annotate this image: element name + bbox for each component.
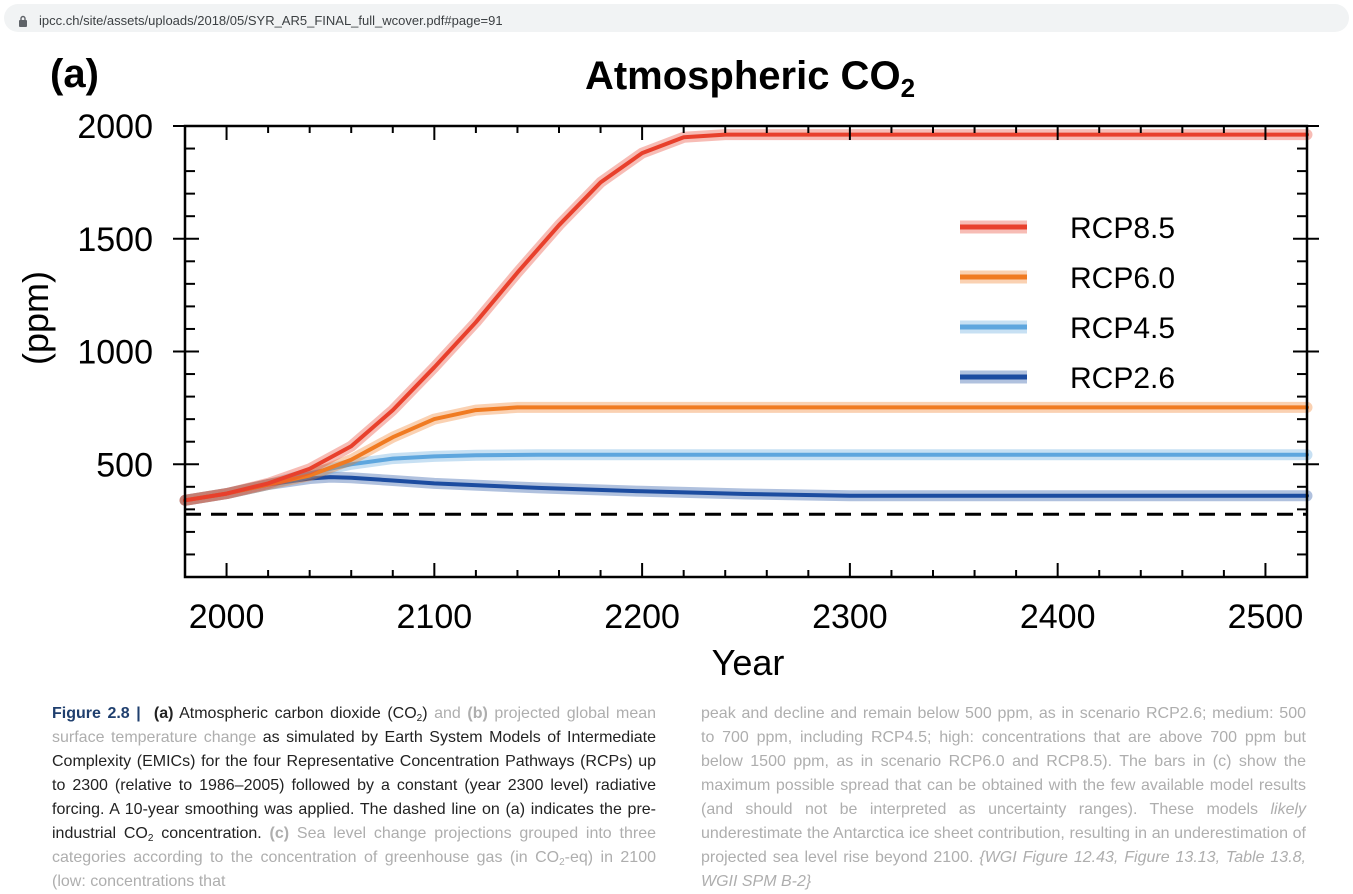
x-tick-label: 2300 bbox=[812, 598, 888, 636]
y-tick-label: 2000 bbox=[77, 108, 153, 146]
chart-title-subscript: 2 bbox=[900, 73, 916, 103]
caption-text-faded: peak and decline and remain below 500 pp… bbox=[701, 705, 1306, 818]
y-tick-label: 1000 bbox=[77, 334, 153, 372]
browser-address-bar: ipcc.ch/site/assets/uploads/2018/05/SYR_… bbox=[0, 0, 1353, 36]
labels-layer: 2000 2100 2200 2300 2400 2500 500 1000 1500 2000 bbox=[77, 108, 1303, 636]
legend-label-rcp60: RCP6.0 bbox=[1070, 262, 1175, 295]
legend-label-rcp26: RCP2.6 bbox=[1070, 362, 1175, 395]
panel-label: (a) bbox=[50, 52, 99, 96]
ticks-layer bbox=[173, 125, 1319, 577]
x-axis-label: Year bbox=[712, 642, 785, 683]
chart-title: Atmospheric CO2 bbox=[520, 54, 980, 104]
series-line-rcp85 bbox=[183, 132, 1309, 503]
caption-text: Atmospheric carbon dioxide (CO bbox=[179, 705, 417, 722]
chart-title-text: Atmospheric CO bbox=[584, 54, 901, 98]
x-tick-label: 2400 bbox=[1020, 598, 1096, 636]
caption-text-faded: and bbox=[434, 705, 461, 722]
caption-subscript: 2 bbox=[416, 713, 423, 724]
caption-text-faded: underestimate the Antarctica ice sheet c… bbox=[701, 825, 1306, 866]
series-layer bbox=[179, 129, 1313, 506]
x-tick-label: 2500 bbox=[1228, 598, 1304, 636]
y-tick-label: 500 bbox=[96, 446, 153, 484]
y-axis-label: (ppm) bbox=[15, 271, 56, 365]
url-text[interactable]: ipcc.ch/site/assets/uploads/2018/05/SYR_… bbox=[39, 13, 503, 28]
caption-likely: likely bbox=[1270, 801, 1307, 818]
caption-left-column: Figure 2.8 | (a) Atmospheric carbon diox… bbox=[52, 702, 656, 894]
legend-label-rcp85: RCP8.5 bbox=[1070, 212, 1175, 245]
caption-text-faded: projected global mean surface temperatur… bbox=[52, 705, 657, 746]
caption-right-column: peak and decline and remain below 500 pp… bbox=[701, 702, 1306, 894]
legend-label-rcp45: RCP4.5 bbox=[1070, 312, 1175, 345]
caption-text-faded: Sea level change projections grouped int… bbox=[52, 825, 656, 866]
caption-c-label: (c) bbox=[269, 825, 290, 842]
caption-text: concentration. bbox=[161, 825, 262, 842]
x-tick-label: 2100 bbox=[397, 598, 473, 636]
url-field[interactable]: ipcc.ch/site/assets/uploads/2018/05/SYR_… bbox=[4, 4, 1349, 32]
legend: RCP8.5 RCP6.0 RCP4.5 RCP2.6 bbox=[960, 212, 1175, 395]
caption-b-label: (b) bbox=[467, 705, 488, 722]
figure-label: Figure 2.8 | bbox=[52, 705, 141, 722]
y-tick-label: 1500 bbox=[77, 221, 153, 259]
x-tick-label: 2200 bbox=[604, 598, 680, 636]
caption-subscript: 2 bbox=[147, 833, 154, 844]
lock-icon bbox=[19, 15, 27, 27]
caption-text: ) bbox=[422, 705, 428, 722]
co2-chart: 2000 2100 2200 2300 2400 2500 500 1000 15002000 … bbox=[15, 108, 1319, 683]
plot-frame bbox=[183, 124, 1309, 579]
caption-text: as simulated by Earth System Models of I… bbox=[52, 729, 656, 842]
x-tick-label: 2000 bbox=[189, 598, 265, 636]
caption-a-label: (a) bbox=[153, 705, 174, 722]
caption-subscript: 2 bbox=[559, 857, 565, 868]
